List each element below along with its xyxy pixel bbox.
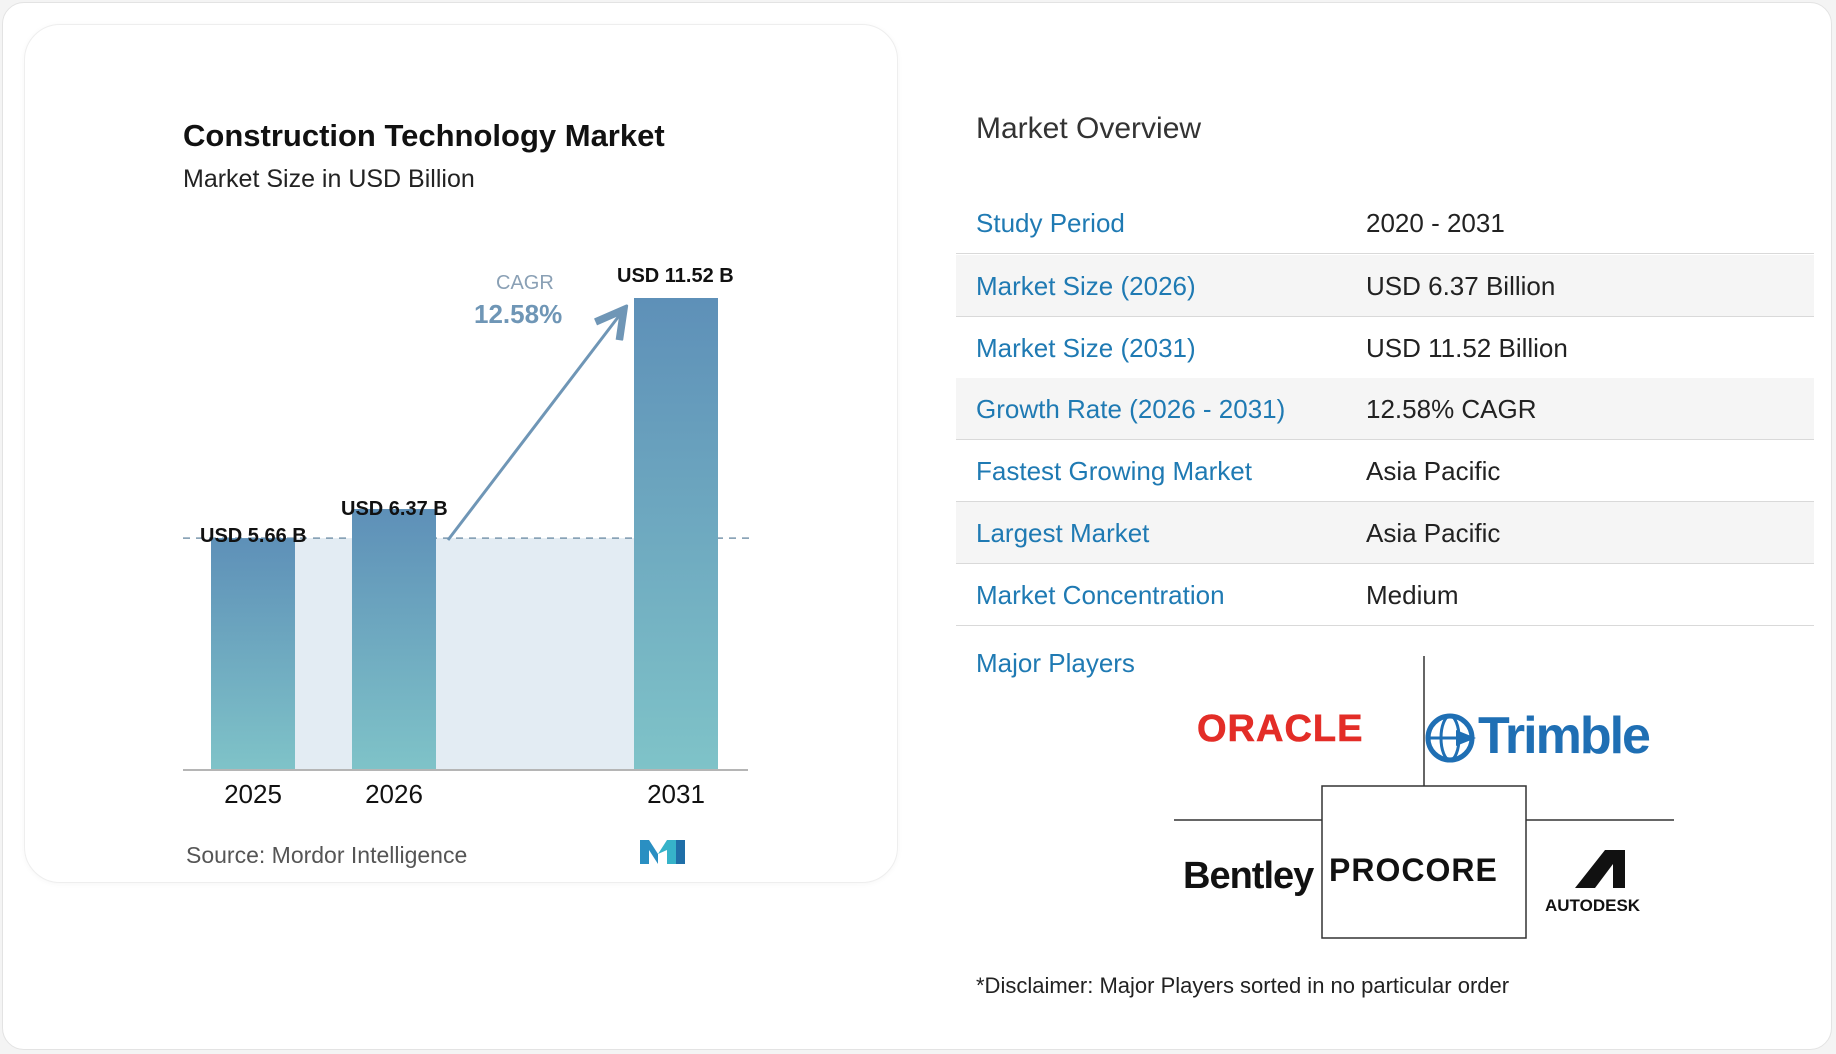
bar-2026 — [352, 509, 436, 770]
source-line: Source: Mordor Intelligence — [186, 842, 467, 869]
cagr-arrow — [446, 312, 622, 541]
row-value: USD 11.52 Billion — [1366, 333, 1568, 363]
row-key: Market Size (2031) — [976, 333, 1196, 363]
trimble-globe-icon — [1425, 713, 1476, 763]
row-value: Medium — [1366, 580, 1459, 610]
x-tick-2025: 2025 — [224, 779, 282, 809]
major-players-label: Major Players — [976, 648, 1135, 678]
row-key: Market Size (2026) — [976, 271, 1196, 301]
bar-value-label-2031: USD 11.52 B — [617, 265, 734, 287]
row-value: Asia Pacific — [1366, 456, 1501, 486]
disclaimer: *Disclaimer: Major Players sorted in no … — [976, 973, 1510, 998]
x-tick-2031: 2031 — [647, 779, 705, 809]
bentley-logo: Bentley — [1183, 855, 1314, 897]
cagr-label: CAGR — [496, 272, 554, 294]
x-tick-2026: 2026 — [365, 779, 423, 809]
row-value: 2020 - 2031 — [1366, 208, 1505, 238]
row-key: Market Concentration — [976, 580, 1225, 610]
row-value: Asia Pacific — [1366, 518, 1501, 548]
overview-title: Market Overview — [976, 112, 1202, 145]
trimble-logo: Trimble — [1478, 707, 1651, 765]
players-grid — [1174, 656, 1674, 939]
source-label: Source: — [186, 842, 266, 868]
overview-row: Growth Rate (2026 - 2031) 12.58% CAGR — [956, 378, 1814, 440]
overview-row: Largest Market Asia Pacific — [956, 502, 1814, 564]
chart-subtitle: Market Size in USD Billion — [183, 165, 475, 193]
cagr-value: 12.58% — [474, 299, 563, 329]
procore-logo: PROCORE — [1329, 852, 1498, 888]
row-value: USD 6.37 Billion — [1366, 271, 1556, 301]
row-value: 12.58% CAGR — [1366, 394, 1537, 424]
row-key: Growth Rate (2026 - 2031) — [976, 394, 1286, 424]
autodesk-mark-icon — [1575, 850, 1625, 888]
bar-2025 — [211, 538, 295, 770]
row-key: Study Period — [976, 208, 1125, 238]
overview-row: Study Period 2020 - 2031 — [956, 192, 1814, 254]
overview-row: Market Size (2031) USD 11.52 Billion — [956, 317, 1814, 379]
autodesk-logo: AUTODESK — [1545, 896, 1641, 915]
row-key: Fastest Growing Market — [976, 456, 1252, 486]
overview-row: Fastest Growing Market Asia Pacific — [956, 440, 1814, 502]
source-name: Mordor Intelligence — [271, 842, 468, 868]
bar-value-label-2026: USD 6.37 B — [341, 498, 448, 520]
mordor-logo-icon — [640, 840, 685, 864]
overview-row: Market Size (2026) USD 6.37 Billion — [956, 255, 1814, 317]
chart-title: Construction Technology Market — [183, 118, 665, 153]
row-key: Largest Market — [976, 518, 1150, 548]
bar-value-label-2025: USD 5.66 B — [200, 525, 307, 547]
overview-row: Market Concentration Medium — [956, 564, 1814, 626]
bar-2031 — [634, 298, 718, 770]
oracle-logo: ORACLE — [1197, 708, 1364, 751]
